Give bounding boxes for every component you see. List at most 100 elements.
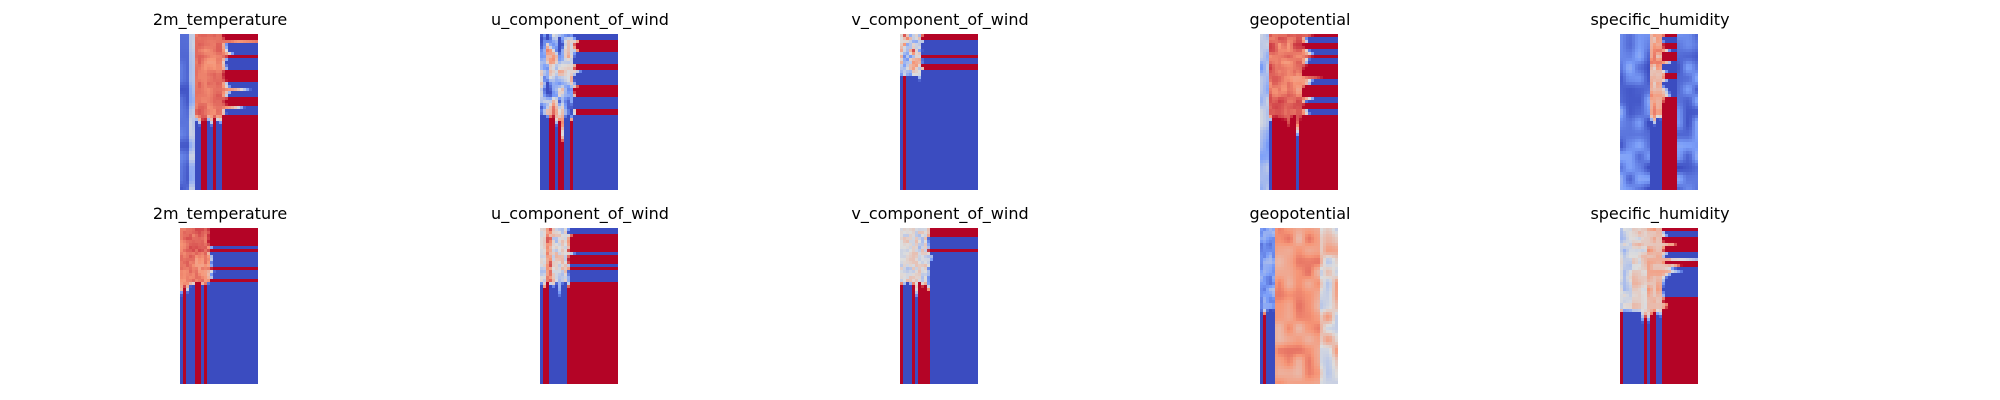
heatmap-cell (186, 115, 190, 119)
heatmap-cell (546, 94, 550, 98)
heatmap-cell (927, 49, 931, 53)
heatmap-cell (609, 109, 613, 113)
heatmap-cell (567, 79, 571, 83)
heatmap-cell (561, 124, 565, 128)
heatmap-cell (225, 115, 229, 119)
heatmap-cell (555, 34, 559, 38)
heatmap-cell (903, 133, 907, 137)
heatmap-cell (975, 85, 978, 89)
heatmap-cell (918, 70, 922, 74)
heatmap-cell (900, 37, 904, 41)
heatmap-cell (231, 58, 235, 62)
heatmap-cell (591, 136, 595, 140)
heatmap-cell (231, 172, 235, 176)
heatmap-cell (552, 124, 556, 128)
heatmap-cell (216, 166, 220, 170)
heatmap-cell (585, 52, 589, 56)
heatmap-cell (198, 88, 202, 92)
heatmap-cell (912, 133, 916, 137)
heatmap-cell (912, 109, 916, 113)
heatmap-cell (546, 85, 550, 89)
heatmap-cell (183, 151, 187, 155)
heatmap-cell (915, 145, 919, 149)
heatmap-cell (582, 100, 586, 104)
heatmap-cell (243, 52, 247, 56)
heatmap-cell (201, 127, 205, 131)
heatmap-cell (930, 136, 934, 140)
heatmap-cell (543, 139, 547, 143)
heatmap-cell (237, 148, 241, 152)
heatmap-cell (921, 130, 925, 134)
heatmap-cell (219, 88, 223, 92)
heatmap-cell (924, 160, 928, 164)
heatmap-cell (966, 67, 970, 71)
heatmap-cell (930, 46, 934, 50)
heatmap-cell (243, 37, 247, 41)
heatmap-cell (246, 169, 250, 173)
heatmap-cell (207, 151, 211, 155)
heatmap-cell (252, 82, 256, 86)
heatmap-cell (924, 133, 928, 137)
heatmap-cell (921, 34, 925, 38)
heatmap-cell (1335, 133, 1338, 137)
heatmap-cell (192, 70, 196, 74)
heatmap-cell (1311, 88, 1315, 92)
heatmap-cell (228, 133, 232, 137)
heatmap-cell (603, 40, 607, 44)
heatmap-cell (597, 100, 601, 104)
heatmap-cell (936, 163, 940, 167)
heatmap-cell (924, 97, 928, 101)
heatmap-cell (972, 187, 976, 190)
heatmap-cell (963, 124, 967, 128)
heatmap-cell (222, 43, 226, 47)
heatmap-cell (576, 109, 580, 113)
heatmap-cell (975, 91, 978, 95)
heatmap-cell (921, 76, 925, 80)
heatmap-cell (1284, 52, 1288, 56)
heatmap-cell (924, 67, 928, 71)
heatmap-cell (582, 103, 586, 107)
heatmap-cell (906, 58, 910, 62)
heatmap-cell (558, 67, 562, 71)
heatmap-cell (585, 148, 589, 152)
heatmap-cell (213, 157, 217, 161)
heatmap-cell (198, 58, 202, 62)
heatmap-cell (936, 52, 940, 56)
heatmap-cell (189, 76, 193, 80)
heatmap-cell (1335, 67, 1338, 71)
heatmap-cell (210, 73, 214, 77)
heatmap-cell (228, 115, 232, 119)
heatmap-cell (573, 40, 577, 44)
heatmap-cell (210, 100, 214, 104)
heatmap-cell (594, 49, 598, 53)
heatmap-cell (948, 91, 952, 95)
heatmap-cell (1287, 55, 1291, 59)
heatmap-cell (552, 91, 556, 95)
heatmap-cell (183, 112, 187, 116)
heatmap-cell (576, 166, 580, 170)
heatmap-cell (609, 91, 613, 95)
heatmap-cell (183, 115, 187, 119)
heatmap-cell (951, 178, 955, 182)
heatmap-cell (612, 121, 616, 125)
heatmap-cell (573, 34, 577, 38)
heatmap-cell (1323, 103, 1327, 107)
heatmap-cell (558, 85, 562, 89)
heatmap-cell (1305, 118, 1309, 122)
heatmap-cell (558, 61, 562, 65)
heatmap-cell (969, 181, 973, 185)
heatmap-cell (1332, 82, 1336, 86)
heatmap-cell (912, 100, 916, 104)
heatmap-cell (915, 109, 919, 113)
heatmap-cell (942, 70, 946, 74)
heatmap-cell (579, 91, 583, 95)
heatmap-cell (972, 106, 976, 110)
heatmap-cell (972, 160, 976, 164)
heatmap-cell (237, 121, 241, 125)
heatmap-cell (612, 109, 616, 113)
heatmap-cell (240, 94, 244, 98)
heatmap-cell (564, 133, 568, 137)
heatmap-cell (237, 154, 241, 158)
heatmap-cell (249, 76, 253, 80)
heatmap-cell (576, 163, 580, 167)
